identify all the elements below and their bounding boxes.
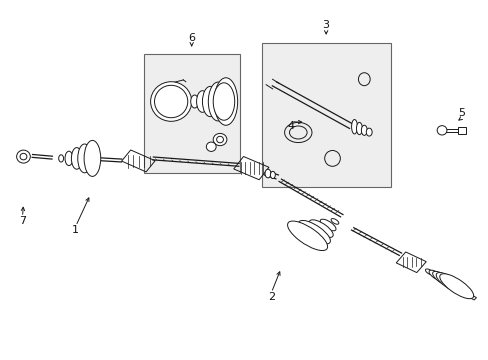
Ellipse shape: [270, 171, 275, 179]
Ellipse shape: [216, 136, 223, 143]
Ellipse shape: [20, 153, 27, 160]
Ellipse shape: [425, 269, 432, 275]
Ellipse shape: [154, 85, 187, 118]
Ellipse shape: [439, 274, 473, 299]
Ellipse shape: [59, 155, 63, 162]
Ellipse shape: [356, 122, 362, 135]
Ellipse shape: [264, 169, 270, 178]
Ellipse shape: [289, 126, 306, 139]
Text: 5: 5: [458, 108, 465, 118]
Ellipse shape: [206, 142, 216, 152]
Ellipse shape: [309, 220, 332, 237]
Text: 6: 6: [188, 33, 195, 43]
Ellipse shape: [213, 83, 234, 120]
Ellipse shape: [361, 125, 366, 135]
Ellipse shape: [190, 95, 198, 108]
Ellipse shape: [351, 120, 357, 134]
Ellipse shape: [287, 221, 327, 251]
Text: 3: 3: [322, 20, 329, 30]
Ellipse shape: [208, 82, 227, 121]
Ellipse shape: [202, 86, 218, 117]
Ellipse shape: [330, 219, 338, 224]
Ellipse shape: [320, 219, 335, 231]
Ellipse shape: [366, 128, 371, 136]
Text: 4: 4: [287, 121, 294, 131]
Ellipse shape: [65, 151, 73, 166]
Ellipse shape: [428, 270, 443, 281]
Bar: [261, 43, 390, 187]
Ellipse shape: [84, 140, 101, 176]
Bar: [457, 127, 465, 134]
Ellipse shape: [196, 91, 208, 112]
Ellipse shape: [71, 148, 82, 169]
Ellipse shape: [17, 150, 30, 163]
Ellipse shape: [324, 150, 340, 166]
Text: 7: 7: [19, 216, 26, 226]
Ellipse shape: [358, 73, 369, 86]
Bar: [144, 54, 239, 173]
Ellipse shape: [284, 122, 311, 143]
Ellipse shape: [213, 134, 226, 146]
Ellipse shape: [298, 220, 330, 244]
Ellipse shape: [436, 126, 446, 135]
Ellipse shape: [432, 271, 452, 287]
Text: 1: 1: [72, 225, 79, 235]
Ellipse shape: [435, 273, 463, 293]
Ellipse shape: [214, 78, 237, 125]
Text: 2: 2: [267, 292, 274, 302]
Ellipse shape: [78, 144, 91, 173]
Ellipse shape: [150, 82, 191, 121]
